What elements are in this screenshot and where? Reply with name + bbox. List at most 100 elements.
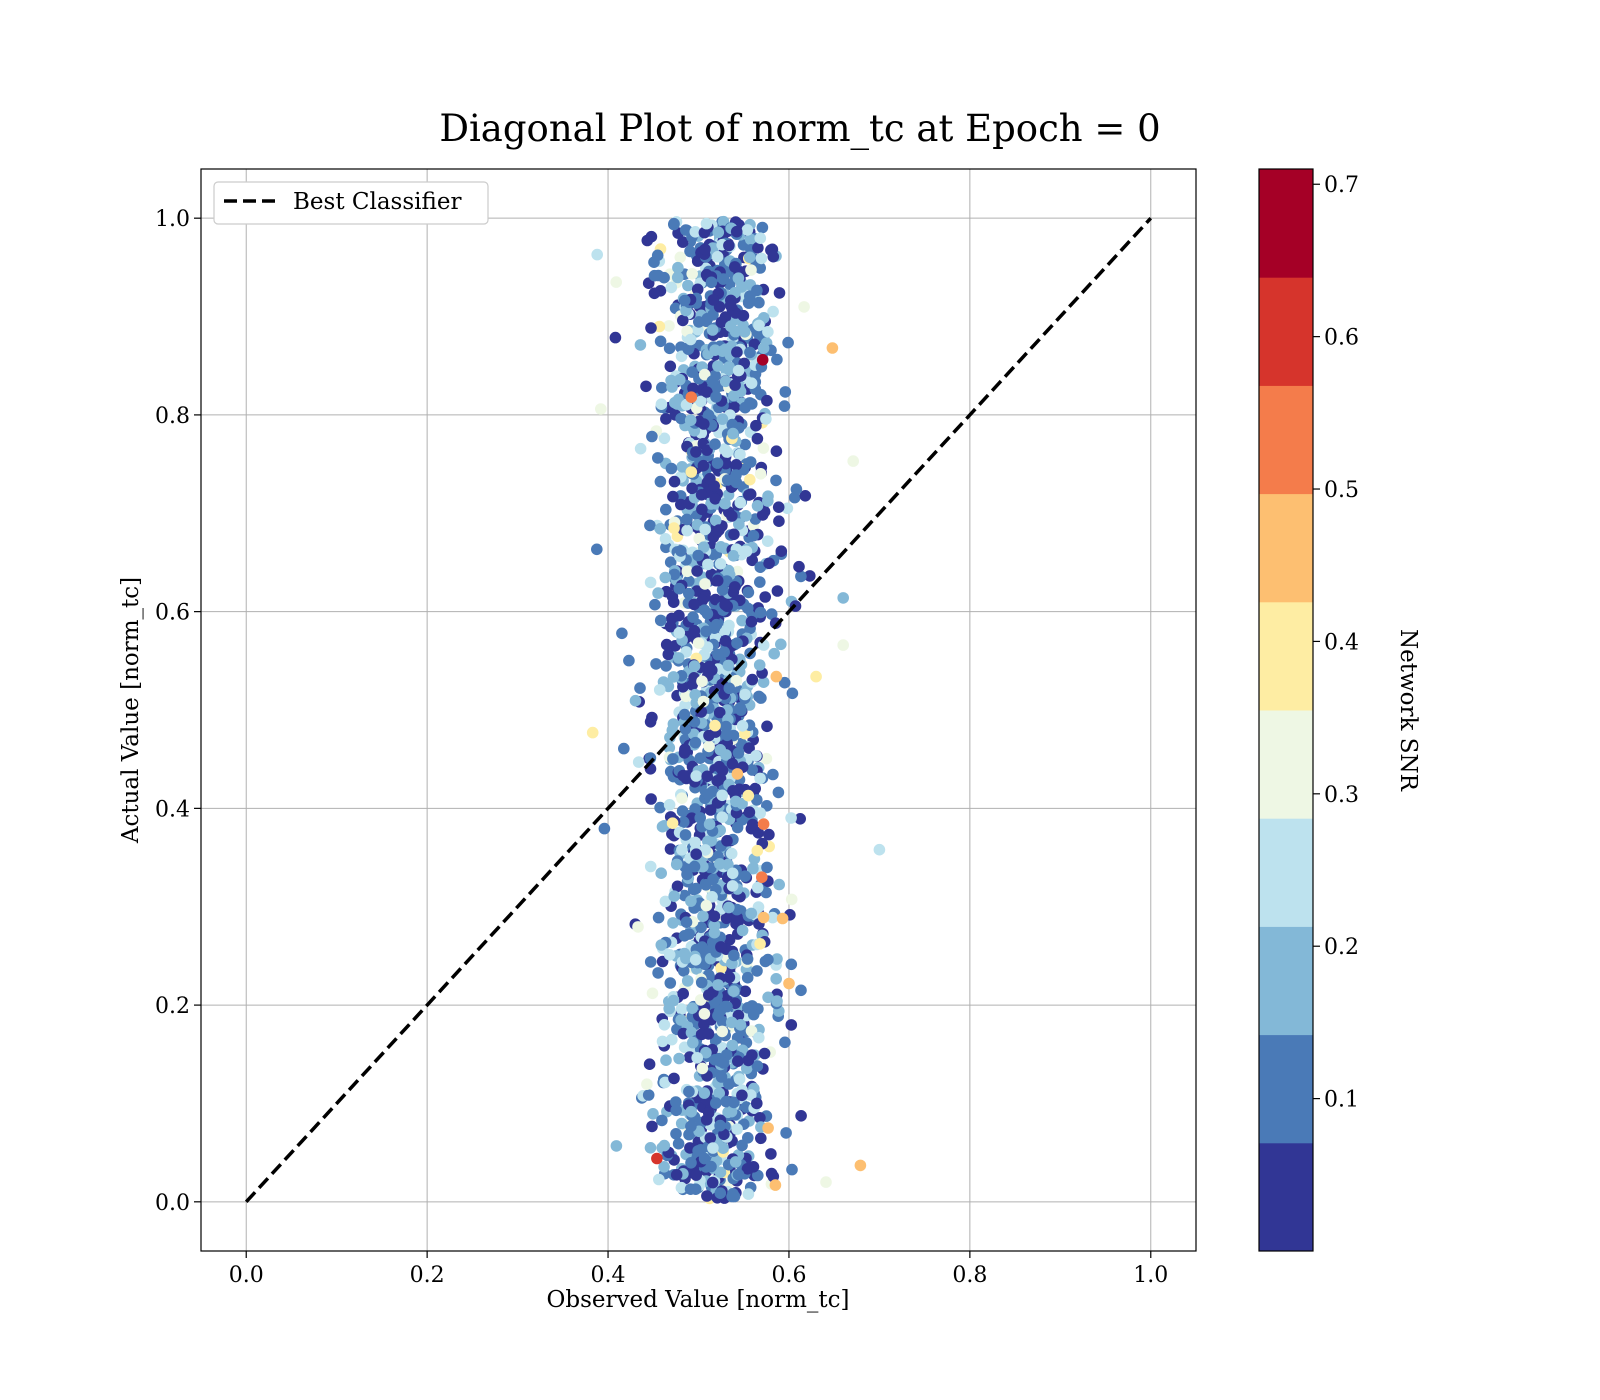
scatter-point — [680, 690, 692, 703]
colorbar-tick-label: 0.4 — [1324, 630, 1359, 655]
scatter-point — [737, 309, 750, 322]
scatter-point — [705, 1160, 717, 1173]
scatter-point — [739, 401, 751, 414]
scatter-point — [740, 510, 752, 522]
scatter-point — [648, 269, 661, 282]
scatter-point — [703, 818, 716, 830]
scatter-point — [713, 706, 726, 719]
scatter-point — [713, 1087, 725, 1099]
scatter-point — [668, 218, 680, 231]
scatter-point — [676, 844, 688, 856]
scatter-point — [770, 445, 783, 458]
scatter-point — [632, 921, 644, 933]
scatter-point — [690, 1169, 702, 1181]
scatter-point — [690, 770, 702, 782]
colorbar-frame — [1258, 168, 1314, 1252]
scatter-point — [695, 395, 707, 408]
scatter-point — [726, 1039, 739, 1052]
scatter-point — [714, 858, 726, 870]
scatter-point — [746, 554, 758, 567]
scatter-point — [678, 294, 691, 307]
scatter-point — [681, 513, 693, 526]
scatter-point — [720, 720, 732, 733]
scatter-point — [785, 893, 798, 906]
legend-label: Best Classifier — [293, 189, 461, 215]
scatter-point — [753, 319, 765, 332]
scatter-point — [686, 366, 698, 378]
scatter-point — [694, 812, 706, 824]
scatter-point — [707, 294, 720, 306]
scatter-point — [743, 742, 755, 754]
scatter-point — [760, 413, 772, 425]
scatter-point — [682, 279, 694, 292]
scatter-point — [667, 753, 679, 765]
scatter-point — [767, 305, 779, 318]
scatter-point — [699, 578, 711, 590]
scatter-point-highlight — [762, 1122, 774, 1134]
scatter-point — [772, 501, 785, 513]
scatter-point — [719, 375, 732, 388]
scatter-point — [663, 949, 676, 961]
scatter-point — [739, 688, 751, 701]
scatter-point — [795, 1110, 807, 1122]
scatter-point — [746, 818, 759, 831]
scatter-point — [686, 1002, 698, 1014]
scatter-point-highlight — [651, 1152, 663, 1165]
scatter-point — [795, 570, 807, 583]
scatter-point — [751, 1060, 764, 1072]
scatter-point-highlight — [586, 726, 599, 739]
scatter-point — [744, 473, 756, 486]
scatter-point — [713, 760, 725, 773]
scatter-point — [658, 432, 671, 445]
scatter-point-highlight — [783, 977, 795, 990]
colorbar-segment — [1259, 1142, 1313, 1252]
scatter-point — [692, 1145, 704, 1157]
scatter-point — [656, 1114, 668, 1127]
scatter-point — [642, 1089, 655, 1101]
scatter-point — [655, 939, 668, 951]
scatter-point — [689, 836, 701, 849]
scatter-point — [736, 614, 748, 627]
scatter-point — [707, 309, 719, 321]
scatter-point — [723, 361, 735, 373]
scatter-point — [706, 1176, 719, 1189]
scatter-point — [660, 541, 672, 554]
scatter-point — [696, 941, 708, 953]
scatter-point — [750, 750, 762, 762]
scatter-point — [782, 336, 794, 349]
scatter-point — [700, 1114, 713, 1126]
scatter-point — [677, 965, 690, 977]
x-axis-label: Observed Value [norm_tc] — [547, 1287, 850, 1313]
scatter-point — [715, 1071, 728, 1083]
scatter-point — [720, 912, 733, 925]
scatter-point — [683, 1085, 695, 1098]
scatter-point — [716, 584, 729, 596]
scatter-point — [658, 1161, 670, 1173]
scatter-point — [688, 860, 701, 873]
scatter-point — [714, 1187, 727, 1199]
scatter-point — [754, 606, 767, 619]
scatter-point — [751, 965, 763, 977]
scatter-point — [765, 608, 778, 620]
scatter-point — [662, 648, 675, 661]
scatter-point — [730, 225, 743, 238]
scatter-point — [745, 907, 758, 920]
scatter-point — [696, 1062, 709, 1075]
scatter-point — [728, 1096, 740, 1109]
x-tick-label: 1.0 — [1133, 1263, 1168, 1288]
scatter-point — [732, 364, 745, 377]
colorbar-segment — [1259, 710, 1313, 819]
scatter-point — [685, 1157, 697, 1169]
scatter-point — [719, 497, 731, 510]
scatter-point — [683, 587, 695, 600]
scatter-point — [745, 1089, 757, 1101]
scatter-point — [743, 806, 756, 818]
scatter-point — [744, 233, 757, 246]
scatter-point — [775, 545, 788, 557]
scatter-point — [751, 881, 764, 894]
scatter-point — [734, 448, 746, 461]
scatter-point — [698, 1152, 711, 1165]
x-tick-label: 0.6 — [771, 1263, 806, 1288]
scatter-point — [667, 671, 680, 683]
scatter-point — [763, 828, 775, 841]
